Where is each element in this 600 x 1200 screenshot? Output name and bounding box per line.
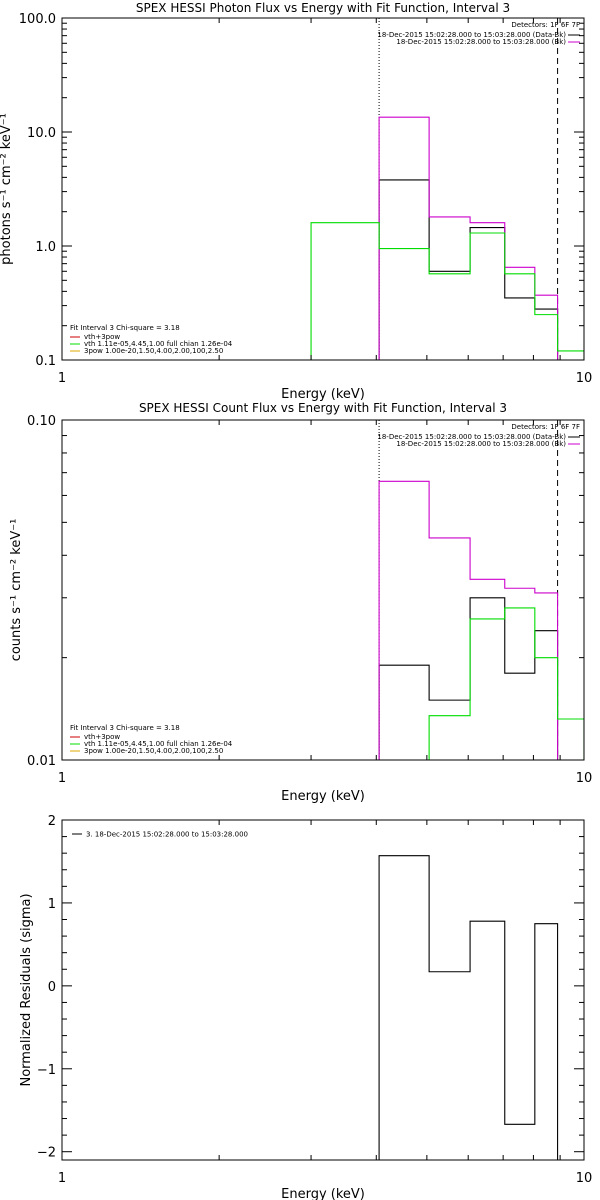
x-axis-label: Energy (keV) [281, 387, 365, 402]
x-tick-label: 1 [58, 771, 66, 786]
legend-top-right: Detectors: 1F 6F 7F 18-Dec-2015 15:02:28.… [377, 423, 580, 448]
legend-entry-label: 18-Dec-2015 15:02:28.000 to 15:03:28.000… [377, 433, 566, 441]
series-2-line [378, 116, 559, 360]
axes-frame [61, 17, 585, 361]
legend-top-right: Detectors: 1F 6F 7F 18-Dec-2015 15:02:28.… [377, 21, 580, 46]
legend-entry-label: 18-Dec-2015 15:02:28.000 to 15:03:28.000… [396, 38, 566, 46]
x-axis: 1 10 [58, 420, 592, 786]
legend-entry-label: vth 1.11e-05,4.45,1.00 full chian 1.26e-… [84, 740, 233, 748]
panel-1: SPEX HESSI Photon Flux vs Energy with Fi… [0, 1, 592, 402]
y-tick-label: 0.1 [35, 354, 56, 369]
y-tick-label: 10.0 [27, 126, 56, 141]
legend-entry-label: 18-Dec-2015 15:02:28.000 to 15:03:28.000… [377, 31, 566, 39]
legend-entry-label: 3pow 1.00e-20,1.50,4.00,2.00,100,2.50 [84, 347, 223, 355]
x-axis-label: Energy (keV) [281, 1187, 365, 1200]
x-tick-label: 10 [576, 1171, 593, 1186]
axes-frame [61, 819, 585, 1161]
legend-entry-label: 18-Dec-2015 15:02:28.000 to 15:03:28.000… [396, 440, 566, 448]
legend-heading: Detectors: 1F 6F 7F [511, 423, 580, 431]
y-axis: 0.1 1.0 10.0 100.0 [19, 12, 584, 369]
legend-bottom-left: Fit Interval 3 Chi-square = 3.18vth+3pow… [70, 324, 233, 355]
legend-entry-label: vth+3pow [84, 333, 120, 341]
legend-entry-label: 3pow 1.00e-20,1.50,4.00,2.00,100,2.50 [84, 747, 223, 755]
plot-area [378, 855, 559, 1160]
x-axis: 1 10 [58, 18, 592, 386]
series-3-line [379, 607, 584, 760]
axes-frame [61, 419, 585, 761]
y-tick-label: 0.01 [27, 754, 56, 769]
y-tick-label: 1 [48, 897, 56, 912]
legend-heading: Fit Interval 3 Chi-square = 3.18 [70, 724, 180, 732]
y-tick-label: −2 [37, 1146, 56, 1161]
legend-bottom-left: Fit Interval 3 Chi-square = 3.18vth+3pow… [70, 724, 233, 755]
y-axis-label: counts s⁻¹ cm⁻² keV⁻¹ [9, 519, 24, 662]
plot-area [378, 420, 584, 760]
series-1-line [378, 597, 559, 760]
series-2-line [378, 480, 559, 760]
panel-2: SPEX HESSI Count Flux vs Energy with Fit… [9, 401, 592, 804]
legend-entry-label: vth 1.11e-05,4.45,1.00 full chian 1.26e-… [84, 340, 233, 348]
chart-title: SPEX HESSI Photon Flux vs Energy with Fi… [136, 1, 510, 15]
legend-entry-label: vth+3pow [84, 733, 120, 741]
x-axis-label: Energy (keV) [281, 789, 365, 804]
legend-heading: Detectors: 1F 6F 7F [511, 21, 580, 29]
y-tick-label: 100.0 [19, 12, 56, 27]
y-axis-label: photons s⁻¹ cm⁻² keV⁻¹ [0, 113, 14, 265]
series-1-line [378, 855, 559, 1160]
x-tick-label: 1 [58, 371, 66, 386]
y-tick-label: −1 [37, 1063, 56, 1078]
y-tick-label: 0.10 [27, 414, 56, 429]
y-tick-label: 0 [48, 980, 56, 995]
legend-top-left: 3. 18-Dec-2015 15:02:28.000 to 15:03:28.… [72, 831, 248, 839]
legend-entry-label: 3. 18-Dec-2015 15:02:28.000 to 15:03:28.… [86, 831, 248, 839]
y-axis: −2 −1 0 1 2 [37, 814, 584, 1161]
series-3-line [310, 222, 584, 360]
plot-area [310, 18, 584, 360]
y-tick-label: 2 [48, 814, 56, 829]
panel-3: 1 10 Energy (keV) −2 −1 0 1 2 Normalized Residua… [19, 814, 592, 1200]
chart-title: SPEX HESSI Count Flux vs Energy with Fit… [139, 401, 507, 415]
series-1-line [378, 179, 559, 360]
x-tick-label: 1 [58, 1171, 66, 1186]
x-tick-label: 10 [576, 371, 593, 386]
y-axis-label: Normalized Residuals (sigma) [19, 893, 34, 1086]
x-axis: 1 10 [58, 820, 592, 1186]
y-tick-label: 1.0 [35, 240, 56, 255]
y-axis: 0.01 0.10 [27, 414, 584, 769]
x-tick-label: 10 [576, 771, 593, 786]
legend-heading: Fit Interval 3 Chi-square = 3.18 [70, 324, 180, 332]
